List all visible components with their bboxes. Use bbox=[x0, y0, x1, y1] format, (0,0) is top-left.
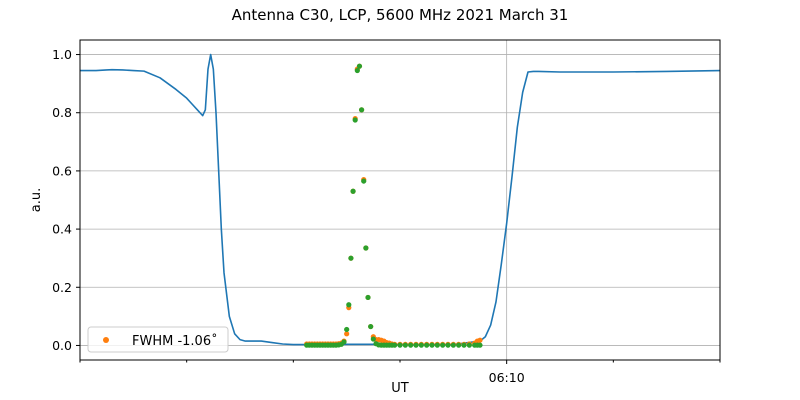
y-tick-label: 0.6 bbox=[52, 163, 72, 178]
chart-title: Antenna C30, LCP, 5600 MHz 2021 March 31 bbox=[232, 6, 569, 24]
legend-label: FWHM -1.06˚ bbox=[132, 333, 218, 349]
legend-box bbox=[87, 326, 229, 353]
data-point bbox=[392, 342, 398, 348]
data-point bbox=[477, 342, 483, 348]
y-axis-label: a.u. bbox=[29, 188, 44, 212]
data-point bbox=[450, 342, 456, 348]
data-point bbox=[418, 342, 424, 348]
legend: FWHM -1.06˚ bbox=[87, 326, 229, 353]
y-axis: 0.0 0.2 0.4 0.6 0.8 1.0 bbox=[52, 47, 80, 353]
data-point bbox=[356, 63, 363, 69]
y-tick-label: 0.8 bbox=[52, 105, 72, 120]
grid bbox=[80, 40, 720, 360]
data-point bbox=[413, 342, 419, 348]
x-tick-label: 06:10 bbox=[489, 370, 525, 385]
data-point bbox=[350, 188, 356, 194]
data-point bbox=[361, 178, 367, 184]
data-line bbox=[80, 53, 721, 346]
data-point bbox=[461, 342, 467, 348]
legend-marker bbox=[103, 337, 109, 343]
y-tick-label: 1.0 bbox=[52, 47, 72, 62]
x-axis: 06:10 bbox=[79, 360, 721, 385]
plot-area bbox=[80, 53, 721, 348]
y-tick-label: 0.2 bbox=[52, 280, 72, 295]
data-point bbox=[359, 107, 365, 113]
data-point bbox=[429, 342, 435, 348]
x-axis-label: UT bbox=[391, 381, 409, 396]
data-point bbox=[424, 342, 430, 348]
data-point bbox=[348, 255, 354, 261]
data-point bbox=[352, 117, 358, 123]
data-point bbox=[365, 294, 371, 301]
data-point bbox=[434, 342, 440, 348]
data-point bbox=[346, 302, 352, 308]
data-point bbox=[397, 342, 403, 348]
data-point bbox=[408, 342, 414, 348]
data-point bbox=[341, 339, 347, 345]
data-point bbox=[370, 336, 376, 342]
data-point bbox=[354, 67, 360, 74]
y-tick-label: 0.0 bbox=[52, 338, 72, 353]
plot-frame bbox=[79, 39, 721, 361]
data-point bbox=[344, 326, 350, 333]
data-point bbox=[456, 342, 462, 348]
data-point bbox=[466, 342, 472, 348]
data-point bbox=[440, 342, 446, 348]
data-point bbox=[445, 342, 451, 348]
data-point bbox=[368, 323, 374, 330]
data-point bbox=[477, 337, 483, 343]
y-tick-label: 0.4 bbox=[52, 222, 72, 237]
data-point bbox=[363, 245, 369, 251]
data-point bbox=[402, 342, 408, 348]
data-point bbox=[344, 331, 350, 337]
